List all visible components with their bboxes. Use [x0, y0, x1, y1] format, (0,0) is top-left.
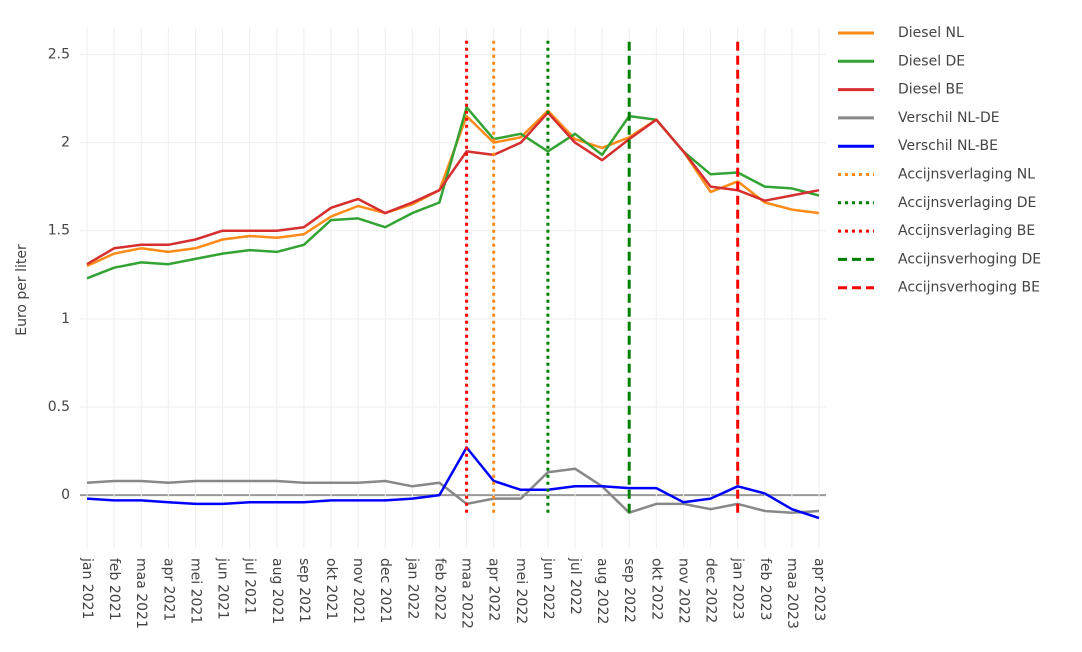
x-tick-label: sep 2021 — [296, 558, 312, 623]
y-tick-label: 0.5 — [48, 399, 70, 415]
legend-label: Verschil NL-BE — [898, 138, 998, 154]
legend-label: Accijnsverhoging BE — [898, 280, 1040, 296]
x-tick-label: okt 2021 — [323, 558, 339, 620]
legend-label: Accijnsverlaging NL — [898, 167, 1035, 183]
x-tick-label: maa 2022 — [459, 558, 475, 629]
legend-label: Accijnsverlaging DE — [898, 195, 1036, 211]
x-tick-label: feb 2021 — [106, 558, 122, 621]
x-tick-label: mei 2021 — [187, 558, 203, 624]
x-tick-label: jun 2022 — [540, 557, 556, 620]
x-tick-label: aug 2022 — [594, 558, 610, 624]
series-line — [86, 111, 820, 266]
x-tick-label: feb 2023 — [757, 558, 773, 621]
y-tick-label: 1 — [61, 311, 70, 327]
x-tick-label: jan 2022 — [404, 557, 420, 619]
series-line — [86, 106, 820, 280]
x-tick-label: dec 2022 — [703, 558, 719, 623]
legend-label: Verschil NL-DE — [898, 110, 1000, 126]
x-tick-label: nov 2021 — [350, 558, 366, 624]
legend-label: Diesel DE — [898, 53, 965, 69]
legend-label: Accijnsverlaging BE — [898, 223, 1035, 239]
x-tick-label: dec 2021 — [377, 558, 393, 623]
y-tick-label: 1.5 — [48, 223, 70, 239]
y-axis-title: Euro per liter — [14, 244, 30, 336]
x-tick-label: sep 2022 — [621, 558, 637, 623]
series-line — [86, 446, 820, 520]
x-tick-label: apr 2022 — [486, 558, 502, 621]
x-tick-label: jul 2022 — [567, 557, 583, 615]
x-tick-label: jun 2021 — [215, 557, 231, 620]
x-tick-label: apr 2023 — [811, 558, 827, 621]
legend-label: Diesel BE — [898, 82, 964, 98]
y-tick-label: 2.5 — [48, 46, 70, 62]
x-tick-label: nov 2022 — [675, 558, 691, 624]
y-tick-label: 0 — [61, 487, 70, 503]
x-tick-label: maa 2023 — [784, 558, 800, 629]
series-line — [86, 467, 820, 514]
y-tick-label: 2 — [61, 135, 70, 151]
x-tick-label: mei 2022 — [513, 558, 529, 624]
legend-label: Accijnsverhoging DE — [898, 251, 1041, 267]
x-tick-label: apr 2021 — [160, 558, 176, 621]
x-tick-label: okt 2022 — [648, 558, 664, 620]
x-tick-label: jan 2021 — [79, 557, 95, 619]
x-tick-label: aug 2021 — [269, 558, 285, 624]
x-tick-label: jul 2021 — [242, 557, 258, 615]
series-line — [86, 109, 820, 268]
x-tick-label: jan 2023 — [730, 557, 746, 619]
legend-label: Diesel NL — [898, 25, 964, 41]
x-tick-label: feb 2022 — [431, 558, 447, 621]
x-tick-label: maa 2021 — [133, 558, 149, 629]
